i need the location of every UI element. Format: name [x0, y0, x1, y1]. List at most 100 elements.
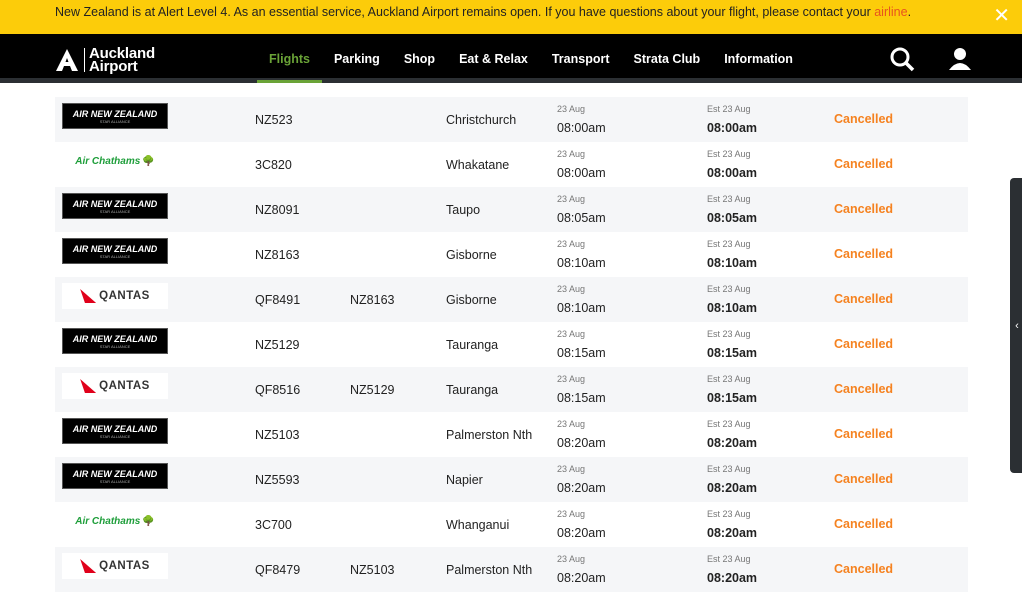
scheduled-date: 23 Aug — [557, 149, 586, 159]
estimated-date: Est 23 Aug — [707, 284, 751, 294]
scheduled-time: 08:20am — [557, 571, 606, 585]
flight-number[interactable]: NZ523 — [255, 113, 293, 127]
codeshare-number: NZ5103 — [350, 563, 395, 577]
status-badge: Cancelled — [834, 247, 894, 261]
kangaroo-tail-icon — [80, 379, 97, 393]
scheduled-time: 08:05am — [557, 211, 606, 225]
status-badge: Cancelled — [834, 427, 894, 441]
flight-row[interactable]: AIR NEW ZEALAND STAR ALLIANCE NZ5129 Taura… — [55, 322, 968, 367]
estimated-time: 08:00am — [707, 121, 758, 135]
flight-row[interactable]: QANTAS QF8491 NZ8163 Gisborne 23 Aug 08:1… — [55, 277, 968, 322]
alert-banner: New Zealand is at Alert Level 4. As an e… — [0, 0, 1022, 34]
flight-row[interactable]: QANTAS QF8479 NZ5103 Palmerston Nth 23 Au… — [55, 547, 968, 592]
nav-item-parking[interactable]: Parking — [333, 52, 380, 66]
flight-row[interactable]: AIR NEW ZEALAND STAR ALLIANCE NZ523 Christ… — [55, 97, 968, 142]
qantas-logo: QANTAS — [62, 373, 168, 399]
scheduled-time: 08:20am — [557, 481, 606, 495]
destination: Palmerston Nth — [446, 563, 533, 577]
estimated-time: 08:15am — [707, 391, 758, 405]
chevron-left-icon: ‹ — [1015, 319, 1019, 332]
destination: Whakatane — [446, 158, 510, 172]
estimated-date: Est 23 Aug — [707, 554, 751, 564]
search-icon[interactable] — [889, 46, 915, 72]
air-new-zealand-logo: AIR NEW ZEALAND STAR ALLIANCE — [62, 328, 168, 354]
scheduled-time: 08:15am — [557, 346, 606, 360]
nav-item-information[interactable]: Information — [724, 52, 793, 66]
destination: Gisborne — [446, 293, 497, 307]
qantas-logo: QANTAS — [62, 283, 168, 309]
logo[interactable]: Auckland Airport — [55, 46, 155, 74]
status-badge: Cancelled — [834, 472, 894, 486]
flight-number[interactable]: 3C700 — [255, 518, 292, 532]
estimated-date: Est 23 Aug — [707, 464, 751, 474]
estimated-date: Est 23 Aug — [707, 104, 751, 114]
nav-menu: Flights Parking Shop Eat & Relax Transport St… — [257, 34, 805, 83]
estimated-time: 08:20am — [707, 571, 758, 585]
flight-number[interactable]: NZ5593 — [255, 473, 300, 487]
scheduled-date: 23 Aug — [557, 194, 586, 204]
destination: Tauranga — [446, 383, 499, 397]
flight-row[interactable]: AIR NEW ZEALAND STAR ALLIANCE NZ5103 Palme… — [55, 412, 968, 457]
nav-item-strata-club[interactable]: Strata Club — [633, 52, 701, 66]
flight-number[interactable]: NZ8163 — [255, 248, 300, 262]
flight-number[interactable]: QF8516 — [255, 383, 301, 397]
kangaroo-tail-icon — [80, 559, 97, 573]
auckland-airport-logo-icon — [56, 49, 78, 71]
status-badge: Cancelled — [834, 202, 894, 216]
flight-number[interactable]: NZ5129 — [255, 338, 300, 352]
flight-row[interactable]: AIR NEW ZEALAND STAR ALLIANCE NZ5593 Napie… — [55, 457, 968, 502]
flight-number[interactable]: QF8491 — [255, 293, 301, 307]
airline-link[interactable]: airline — [874, 5, 908, 19]
qantas-logo: QANTAS — [62, 553, 168, 579]
estimated-date: Est 23 Aug — [707, 509, 751, 519]
flight-number[interactable]: NZ5103 — [255, 428, 300, 442]
status-badge: Cancelled — [834, 517, 894, 531]
user-icon[interactable] — [947, 46, 973, 72]
status-badge: Cancelled — [834, 337, 894, 351]
flight-row[interactable]: Air Chathams 🌳 3C700 Whanganui 23 Aug 08:2… — [55, 502, 968, 547]
logo-divider — [84, 48, 85, 72]
estimated-time: 08:20am — [707, 481, 758, 495]
nav-item-transport[interactable]: Transport — [551, 52, 610, 66]
air-new-zealand-logo: AIR NEW ZEALAND STAR ALLIANCE — [62, 193, 168, 219]
air-chathams-logo: Air Chathams 🌳 — [75, 515, 155, 527]
air-new-zealand-logo: AIR NEW ZEALAND STAR ALLIANCE — [62, 418, 168, 444]
scheduled-time: 08:00am — [557, 121, 606, 135]
flight-row[interactable]: AIR NEW ZEALAND STAR ALLIANCE NZ8163 Gisbo… — [55, 232, 968, 277]
destination: Whanganui — [446, 518, 510, 532]
side-panel-toggle[interactable]: ‹ — [1010, 178, 1022, 473]
destination: Taupo — [446, 203, 481, 217]
flight-number[interactable]: 3C820 — [255, 158, 292, 172]
alert-suffix: . — [907, 5, 912, 19]
air-new-zealand-logo: AIR NEW ZEALAND STAR ALLIANCE — [62, 103, 168, 129]
close-icon[interactable]: ✕ — [993, 5, 1010, 27]
scheduled-date: 23 Aug — [557, 104, 586, 114]
codeshare-number: NZ8163 — [350, 293, 395, 307]
codeshare-number: NZ5129 — [350, 383, 395, 397]
status-badge: Cancelled — [834, 157, 894, 171]
nav-item-flights[interactable]: Flights — [257, 34, 322, 83]
air-new-zealand-logo: AIR NEW ZEALAND STAR ALLIANCE — [62, 463, 168, 489]
flight-row[interactable]: Air Chathams 🌳 3C820 Whakatane 23 Aug 08:0… — [55, 142, 968, 187]
nav-item-shop[interactable]: Shop — [403, 52, 436, 66]
flight-row[interactable]: AIR NEW ZEALAND STAR ALLIANCE NZ8091 Taupo… — [55, 187, 968, 232]
scheduled-date: 23 Aug — [557, 329, 586, 339]
scheduled-date: 23 Aug — [557, 419, 586, 429]
flights-table: AIR NEW ZEALAND STAR ALLIANCE NZ523 Christ… — [55, 97, 968, 592]
status-badge: Cancelled — [834, 562, 894, 576]
flight-row[interactable]: QANTAS QF8516 NZ5129 Tauranga 23 Aug 08:1… — [55, 367, 968, 412]
estimated-time: 08:20am — [707, 526, 758, 540]
scheduled-date: 23 Aug — [557, 284, 586, 294]
flight-number[interactable]: NZ8091 — [255, 203, 300, 217]
nav-item-eat-relax[interactable]: Eat & Relax — [459, 52, 528, 66]
kangaroo-tail-icon — [80, 289, 97, 303]
estimated-date: Est 23 Aug — [707, 149, 751, 159]
scheduled-time: 08:10am — [557, 256, 606, 270]
estimated-time: 08:10am — [707, 256, 758, 270]
main-nav: Auckland Airport Flights Parking Shop Eat & … — [0, 34, 1022, 83]
flight-number[interactable]: QF8479 — [255, 563, 301, 577]
estimated-date: Est 23 Aug — [707, 374, 751, 384]
estimated-date: Est 23 Aug — [707, 194, 751, 204]
destination: Gisborne — [446, 248, 497, 262]
scheduled-time: 08:20am — [557, 526, 606, 540]
